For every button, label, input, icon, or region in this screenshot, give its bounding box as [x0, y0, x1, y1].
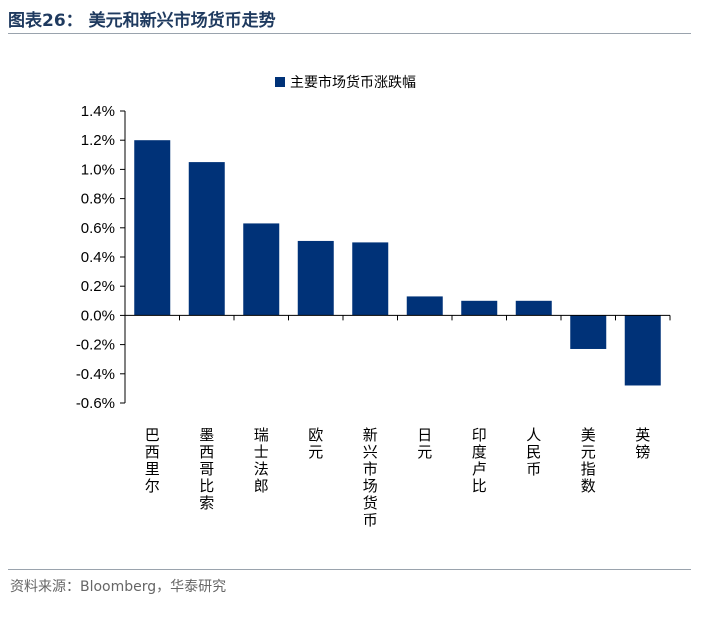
y-tick-label: -0.4% — [76, 366, 115, 383]
y-axis: 1.4% 1.2% 1.0% 0.8% 0.6% 0.4% 0.2% 0.0% -0.2% -0.… — [76, 103, 126, 412]
y-tick-label: 1.2% — [81, 132, 115, 149]
bar — [624, 315, 661, 386]
y-tick-label: 0.8% — [81, 191, 115, 208]
bar — [134, 140, 171, 316]
legend-label: 主要市场货币涨跌幅 — [290, 74, 416, 91]
legend: 主要市场货币涨跌幅 — [275, 74, 416, 91]
source-note: 资料来源：Bloomberg，华泰研究 — [10, 579, 227, 595]
bars — [134, 140, 661, 386]
y-tick-label: 0.0% — [81, 307, 115, 324]
bar — [515, 300, 552, 316]
category-label: 美元指数 — [581, 426, 596, 495]
bar — [570, 315, 607, 349]
bar — [406, 296, 443, 316]
title-divider — [8, 33, 691, 34]
y-tick-label: -0.6% — [76, 395, 115, 412]
footer-divider — [8, 569, 691, 570]
category-label: 印度卢比 — [472, 426, 487, 495]
x-axis — [124, 314, 671, 321]
category-label: 人民币 — [526, 426, 541, 478]
y-tick-label: 0.6% — [81, 220, 115, 237]
figure-title: 图表26： 美元和新兴市场货币走势 — [8, 11, 276, 31]
bar — [352, 242, 389, 316]
bar — [297, 240, 334, 316]
category-label: 墨西哥比索 — [199, 426, 214, 512]
y-tick-label: 1.4% — [81, 103, 115, 120]
category-labels: 巴西里尔 墨西哥比索 瑞士法郎 欧元 新兴市场货币 日元 印度卢比 人民币 美元指数 英镑 — [145, 426, 651, 529]
y-tick-label: 0.4% — [81, 249, 115, 266]
y-tick-label: -0.2% — [76, 337, 115, 354]
bar — [243, 223, 280, 316]
category-label: 瑞士法郎 — [254, 426, 269, 495]
category-label: 新兴市场货币 — [363, 426, 378, 529]
y-tick-label: 0.2% — [81, 278, 115, 295]
bar — [461, 300, 498, 316]
bar — [188, 162, 225, 316]
category-label: 日元 — [417, 426, 432, 461]
legend-swatch — [275, 77, 285, 87]
category-label: 英镑 — [635, 426, 650, 461]
y-tick-label: 1.0% — [81, 161, 115, 178]
category-label: 巴西里尔 — [145, 426, 160, 495]
category-label: 欧元 — [308, 426, 323, 461]
